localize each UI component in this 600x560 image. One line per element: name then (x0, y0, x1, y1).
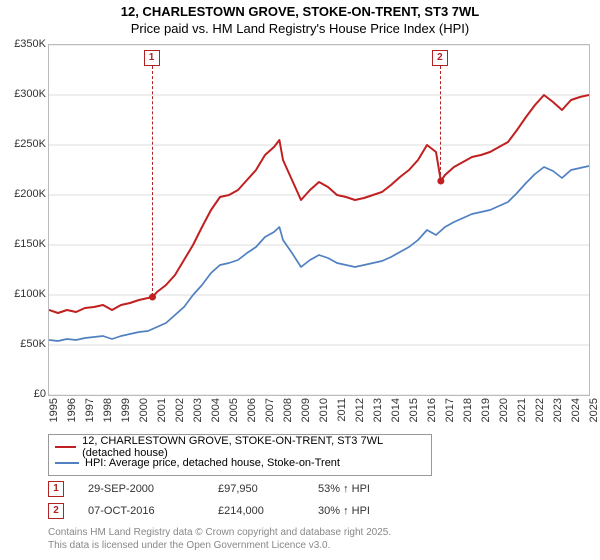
xtick-label: 2001 (156, 398, 168, 422)
xtick-label: 2016 (426, 398, 438, 422)
xtick-label: 2006 (246, 398, 258, 422)
title-block: 12, CHARLESTOWN GROVE, STOKE-ON-TRENT, S… (0, 0, 600, 38)
footer: Contains HM Land Registry data © Crown c… (48, 526, 391, 552)
title-subtitle: Price paid vs. HM Land Registry's House … (0, 21, 600, 38)
legend-row-property: 12, CHARLESTOWN GROVE, STOKE-ON-TRENT, S… (55, 439, 425, 455)
legend-swatch-property (55, 446, 76, 448)
xtick-label: 1995 (48, 398, 60, 422)
xtick-label: 2003 (192, 398, 204, 422)
legend-label-property: 12, CHARLESTOWN GROVE, STOKE-ON-TRENT, S… (82, 435, 425, 459)
xtick-label: 2021 (516, 398, 528, 422)
xtick-label: 2010 (318, 398, 330, 422)
xtick-label: 1996 (66, 398, 78, 422)
xtick-label: 2005 (228, 398, 240, 422)
sales-date-1: 29-SEP-2000 (88, 483, 218, 495)
xtick-label: 2018 (462, 398, 474, 422)
legend: 12, CHARLESTOWN GROVE, STOKE-ON-TRENT, S… (48, 434, 432, 476)
sales-price-1: £97,950 (218, 483, 318, 495)
xtick-label: 1999 (120, 398, 132, 422)
legend-swatch-hpi (55, 462, 79, 464)
ytick-label: £150K (2, 238, 46, 250)
title-address: 12, CHARLESTOWN GROVE, STOKE-ON-TRENT, S… (0, 4, 600, 21)
xtick-label: 2019 (480, 398, 492, 422)
xtick-label: 2024 (570, 398, 582, 422)
xtick-label: 1998 (102, 398, 114, 422)
ytick-label: £200K (2, 188, 46, 200)
footer-line2: This data is licensed under the Open Gov… (48, 539, 391, 552)
sales-date-2: 07-OCT-2016 (88, 505, 218, 517)
legend-label-hpi: HPI: Average price, detached house, Stok… (85, 457, 340, 469)
xtick-label: 1997 (84, 398, 96, 422)
xtick-label: 2014 (390, 398, 402, 422)
sale-marker-box: 2 (432, 50, 448, 66)
xtick-label: 2009 (300, 398, 312, 422)
xtick-label: 2000 (138, 398, 150, 422)
ytick-label: £250K (2, 138, 46, 150)
xtick-label: 2015 (408, 398, 420, 422)
xtick-label: 2022 (534, 398, 546, 422)
xtick-label: 2020 (498, 398, 510, 422)
xtick-label: 2013 (372, 398, 384, 422)
sales-hpi-2: 30% ↑ HPI (318, 505, 418, 517)
xtick-label: 2023 (552, 398, 564, 422)
xtick-label: 2004 (210, 398, 222, 422)
xtick-label: 2008 (282, 398, 294, 422)
sale-marker-line (152, 66, 153, 296)
ytick-label: £300K (2, 88, 46, 100)
xtick-label: 2017 (444, 398, 456, 422)
ytick-label: £0 (2, 388, 46, 400)
chart-svg (49, 45, 589, 395)
footer-line1: Contains HM Land Registry data © Crown c… (48, 526, 391, 539)
sale-marker-box: 1 (144, 50, 160, 66)
sales-table: 1 29-SEP-2000 £97,950 53% ↑ HPI 2 07-OCT… (48, 478, 418, 522)
xtick-label: 2002 (174, 398, 186, 422)
xtick-label: 2007 (264, 398, 276, 422)
sales-row-1: 1 29-SEP-2000 £97,950 53% ↑ HPI (48, 478, 418, 500)
xtick-label: 2025 (588, 398, 600, 422)
chart-plot-area (48, 44, 590, 396)
ytick-label: £100K (2, 288, 46, 300)
sales-marker-2: 2 (48, 503, 64, 519)
xtick-label: 2011 (336, 398, 348, 422)
sales-hpi-1: 53% ↑ HPI (318, 483, 418, 495)
sale-marker-line (440, 66, 441, 180)
ytick-label: £50K (2, 338, 46, 350)
xtick-label: 2012 (354, 398, 366, 422)
ytick-label: £350K (2, 38, 46, 50)
sales-price-2: £214,000 (218, 505, 318, 517)
sales-marker-1: 1 (48, 481, 64, 497)
sales-row-2: 2 07-OCT-2016 £214,000 30% ↑ HPI (48, 500, 418, 522)
chart-container: 12, CHARLESTOWN GROVE, STOKE-ON-TRENT, S… (0, 0, 600, 560)
